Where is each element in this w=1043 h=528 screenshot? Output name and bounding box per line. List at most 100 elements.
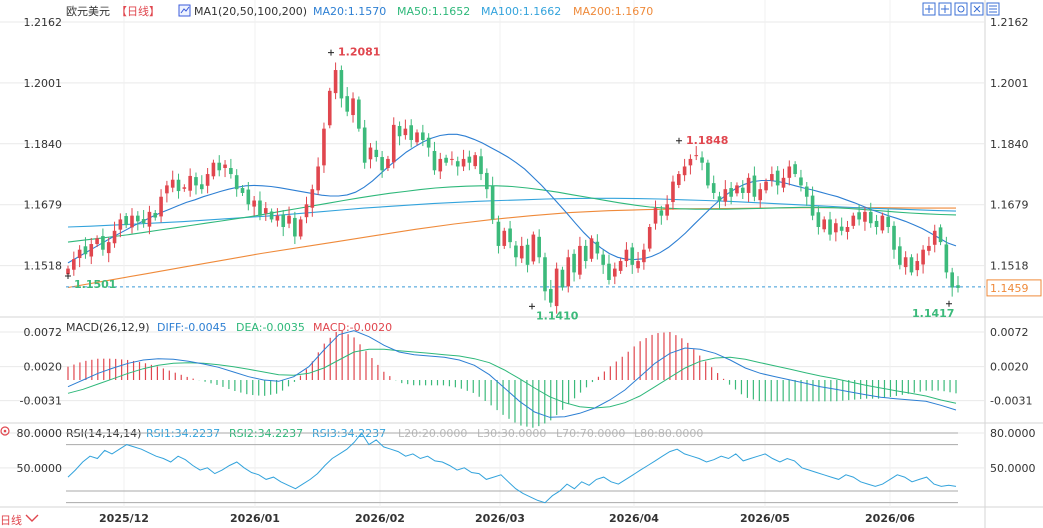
candle-body (671, 181, 675, 203)
candle (444, 154, 448, 166)
candle (345, 87, 350, 117)
candle-body (717, 196, 722, 201)
candle (816, 206, 821, 235)
candle (240, 185, 245, 196)
candle (141, 209, 146, 228)
candle-body (252, 200, 256, 207)
candle (938, 224, 943, 246)
candle (682, 158, 687, 182)
zoom-icon-glyph (973, 5, 981, 13)
macd-title: MACD(26,12,9) (66, 321, 150, 334)
candle-body (799, 177, 803, 186)
candle-body (665, 204, 669, 216)
candle-body (298, 219, 303, 237)
candle (711, 175, 716, 200)
price-tick-left: 1.2162 (24, 16, 63, 29)
ma-value-0: MA20:1.1570 (313, 5, 386, 18)
candle-body (816, 212, 821, 228)
candle (618, 258, 623, 274)
candle (758, 183, 763, 208)
candle-body (112, 230, 117, 244)
grid-icon[interactable] (986, 2, 1000, 16)
ma-label: MA1(20,50,100,200) (194, 5, 307, 18)
candle (612, 262, 617, 285)
price-axis: 1.2162 1.2162 1.2001 1.2001 1.1840 1.1840 1.16… (24, 16, 1042, 297)
ma-value-2: MA100:1.1662 (481, 5, 561, 18)
candle-body (804, 186, 809, 197)
candle-body (269, 211, 274, 220)
candle-body (508, 228, 512, 243)
macd-legend-item: DIFF:-0.0045 (157, 321, 227, 334)
extreme-label: 1.2081 (338, 46, 380, 59)
rsi-title: RSI(14,14,14) (66, 427, 141, 440)
candle (293, 211, 297, 245)
candle-body (409, 125, 414, 141)
candle-body (188, 175, 192, 191)
candle (234, 169, 239, 197)
extreme-marker (676, 137, 682, 144)
candle (188, 168, 192, 197)
candle-body (711, 183, 716, 193)
rsi-line (67, 432, 957, 504)
ma-settings-icon[interactable] (178, 4, 191, 17)
candle-body (950, 272, 954, 288)
rsi-tick-right: 50.0000 (990, 462, 1036, 475)
candle-body (473, 155, 477, 167)
settings-icon[interactable] (954, 2, 968, 16)
price-tick-right: 1.2162 (990, 16, 1029, 29)
candle (357, 96, 361, 132)
candle (95, 235, 99, 248)
candle (746, 173, 751, 203)
candle-body (676, 174, 681, 186)
candle-body (229, 168, 233, 175)
candle-body (839, 226, 844, 231)
candle (880, 212, 885, 234)
candle-body (386, 158, 390, 168)
candle-body (83, 246, 88, 255)
candle-body (258, 200, 262, 216)
move-icon[interactable] (922, 2, 936, 16)
candle (165, 180, 169, 203)
candle (857, 204, 861, 226)
candle-body (275, 215, 280, 221)
candle-body (479, 156, 483, 175)
candle (921, 245, 925, 274)
rsi-tick-left: 50.0000 (17, 462, 63, 475)
candle-body (740, 187, 745, 193)
candle-body (589, 238, 594, 259)
price-tick-left: 1.1840 (24, 138, 63, 151)
macd-legend-item: DEA:-0.0035 (236, 321, 305, 334)
price-tick-left: 1.2001 (24, 77, 63, 90)
candle-body (653, 208, 658, 224)
date-tick: 2026/01 (230, 512, 280, 525)
candle-body (898, 246, 902, 265)
candle (676, 171, 681, 189)
extreme-marker (65, 273, 71, 280)
candle-body (601, 254, 605, 265)
candle (549, 279, 553, 308)
candle-body (793, 164, 797, 175)
pan-icon-glyph (941, 5, 949, 13)
candle-body (72, 259, 76, 270)
candle-body (165, 185, 169, 194)
period-label[interactable]: 【日线】 (116, 4, 160, 18)
dea-line (67, 348, 957, 409)
candle-body (525, 244, 530, 265)
extreme-marker (529, 303, 535, 310)
candle (106, 237, 111, 263)
candle-body (234, 175, 239, 190)
candle (432, 141, 437, 175)
candle (508, 220, 512, 249)
candle (601, 250, 605, 274)
zoom-icon[interactable] (970, 2, 984, 16)
pan-icon[interactable] (938, 2, 952, 16)
candle-body (217, 162, 222, 171)
candle-body (77, 249, 82, 259)
candle-body (496, 221, 501, 246)
candle-body (752, 175, 757, 197)
candle-body (415, 132, 419, 143)
candle-body (351, 98, 355, 116)
candle (287, 206, 291, 229)
candle-body (549, 289, 553, 303)
